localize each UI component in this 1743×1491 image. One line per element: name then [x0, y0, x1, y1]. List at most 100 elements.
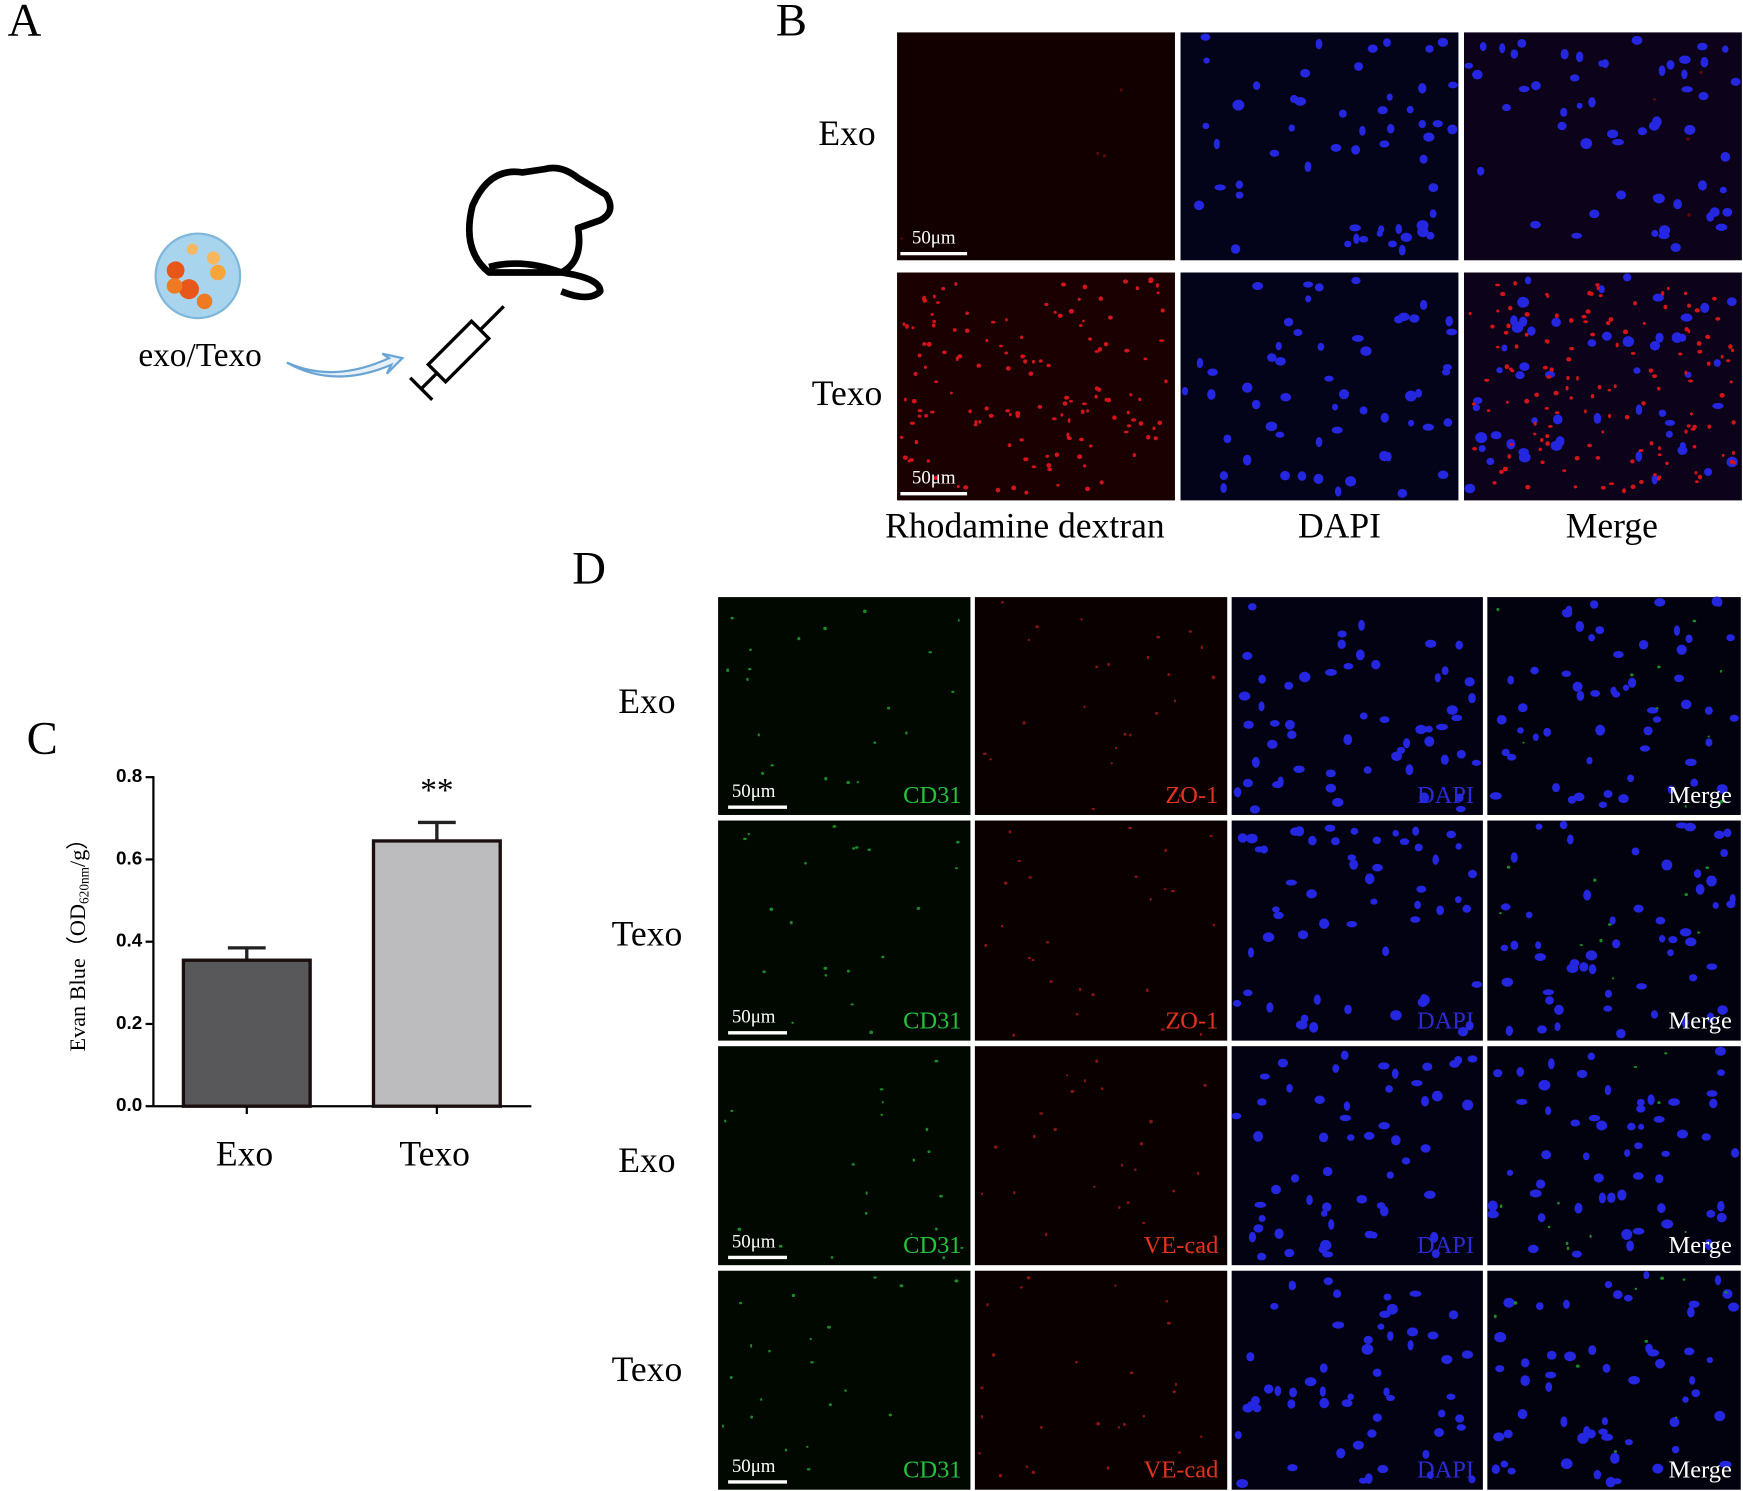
cell-dot [1590, 332, 1596, 337]
cell-dot [1714, 1275, 1722, 1286]
cell-dot [1657, 453, 1662, 457]
cell-dot [1040, 1425, 1043, 1429]
micrograph-background [1463, 272, 1742, 501]
cell-dot [1547, 425, 1553, 428]
cell-dot [1129, 393, 1133, 397]
cell-dot [1325, 783, 1337, 793]
cell-dot [1419, 299, 1428, 310]
cell-dot [936, 301, 940, 304]
cell-dot [1728, 344, 1733, 350]
cell-dot [1720, 849, 1728, 858]
cell-dot [1283, 317, 1294, 327]
cell-dot [1012, 1033, 1015, 1037]
cell-dot [1517, 703, 1528, 713]
cell-dot [1349, 859, 1359, 870]
cell-dot [1569, 318, 1574, 323]
cell-dot [1583, 320, 1589, 324]
cell-dot [1622, 329, 1629, 335]
cell-dot [1455, 640, 1464, 650]
cell-dot [1172, 1390, 1177, 1394]
cell-dot [1637, 127, 1648, 136]
cell-dot [1714, 1046, 1726, 1056]
cell-dot [1256, 1252, 1267, 1261]
cell-dot [968, 409, 972, 414]
cell-dot [1378, 1122, 1390, 1130]
cell-dot [1679, 442, 1686, 449]
cell-dot [914, 440, 919, 445]
cell-dot [1398, 244, 1406, 256]
cell-dot [1353, 233, 1360, 245]
cell-dot [1684, 1347, 1695, 1356]
cell-dot [1039, 1112, 1044, 1115]
cell-dot [1684, 1230, 1687, 1234]
cell-dot [1573, 485, 1578, 489]
micrograph-background [718, 1270, 971, 1490]
cell-dot [1003, 881, 1008, 885]
cell-dot [1096, 151, 1100, 156]
cell-dot [1223, 434, 1232, 444]
cell-dot [1414, 843, 1423, 852]
cell-dot [1524, 332, 1529, 337]
micrograph-background [1487, 597, 1741, 815]
cell-dot [778, 1244, 783, 1248]
cell-dot [1235, 191, 1244, 199]
cell-dot [1275, 341, 1282, 351]
cell-dot [1684, 892, 1688, 897]
cell-dot [1576, 102, 1583, 109]
cell-dot [1247, 603, 1257, 611]
cell-dot [1717, 1069, 1725, 1076]
exosome [206, 251, 221, 265]
cell-dot [823, 966, 828, 970]
cell-dot [1516, 1067, 1525, 1077]
cell-dot [984, 406, 989, 411]
cell-dot [1700, 302, 1710, 313]
cell-dot [1684, 370, 1688, 376]
cell-dot [1514, 344, 1519, 349]
cell-dot [880, 1113, 884, 1117]
cell-dot [1425, 45, 1434, 53]
cell-dot [1468, 693, 1476, 704]
cell-dot [1675, 1416, 1678, 1419]
cell-dot [1643, 1271, 1650, 1280]
cell-dot [1623, 273, 1632, 282]
cell-dot [850, 1003, 854, 1006]
cell-dot [1456, 1424, 1466, 1431]
cell-dot [830, 1256, 834, 1259]
cell-dot [1719, 669, 1723, 673]
cell-dot [1306, 1195, 1313, 1206]
cell-dot [1313, 994, 1321, 1005]
cell-dot [1493, 1069, 1503, 1078]
cell-dot [1552, 782, 1560, 793]
cell-dot [1549, 367, 1554, 372]
cell-dot [1060, 282, 1067, 287]
cell-dot [1658, 446, 1661, 451]
cell-dot [1407, 1339, 1414, 1351]
cell-dot [1616, 1028, 1626, 1039]
cell-dot [1606, 129, 1619, 139]
cell-dot [1534, 953, 1546, 962]
cell-dot [1372, 1413, 1382, 1422]
cell-dot [1379, 1310, 1391, 1318]
cell-dot [1371, 659, 1381, 670]
cell-dot [1249, 805, 1261, 814]
cell-dot [905, 731, 908, 735]
cell-dot [1377, 1323, 1385, 1330]
cell-dot [1575, 1364, 1580, 1368]
cell-dot [1728, 1302, 1739, 1312]
cell-dot [1593, 1469, 1602, 1480]
cell-dot [1608, 317, 1614, 322]
cell-dot [1622, 684, 1630, 691]
cell-dot [1272, 906, 1280, 913]
scale-bar-label: 50μm [732, 1231, 776, 1252]
cell-dot [942, 350, 947, 355]
cell-dot [988, 413, 994, 418]
cell-dot [1080, 618, 1083, 621]
cell-dot [1601, 331, 1612, 341]
cell-dot [1174, 1382, 1177, 1387]
cell-dot [1128, 826, 1133, 830]
cell-dot [1673, 199, 1682, 210]
cell-dot [1657, 1203, 1666, 1214]
cell-dot [1046, 363, 1051, 368]
cell-dot [1160, 308, 1165, 313]
cell-dot [824, 776, 828, 781]
